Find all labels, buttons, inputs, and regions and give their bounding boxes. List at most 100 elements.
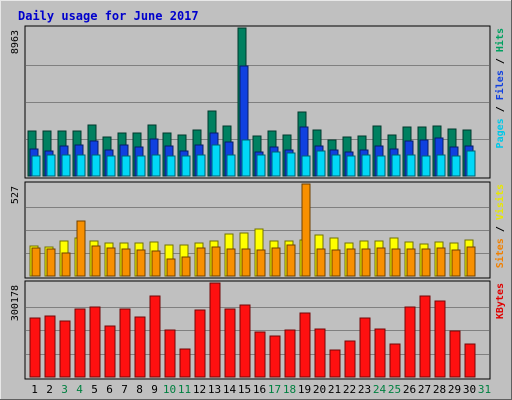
kbytes-bar-kbytes [149, 295, 161, 378]
x-tick-label: 24 [373, 383, 387, 396]
x-tick-label: 2 [46, 383, 53, 396]
hits-legend-item: Files [494, 70, 506, 100]
hits-max-label: 8963 [10, 30, 21, 54]
sites-bar-sites [181, 256, 191, 277]
sites-bar-sites [466, 246, 476, 277]
sites-bar-sites [256, 249, 266, 277]
sites-max-label: 527 [10, 186, 21, 204]
hits-bar-pages [436, 154, 446, 177]
sites-bar-sites [76, 220, 86, 277]
kbytes-bar-kbytes [359, 317, 371, 378]
sites-bar-sites [31, 247, 41, 277]
hits-legend: Pages / Files / Hits [494, 28, 506, 148]
sites-legend-item: Sites [494, 238, 506, 268]
hits-bar-pages [301, 155, 311, 177]
kbytes-bar-kbytes [344, 340, 356, 378]
x-tick-label: 31 [478, 383, 491, 396]
hits-bar-pages [376, 155, 386, 177]
x-tick-label: 3 [61, 383, 68, 396]
panel-sites: 527 Sites / Visits [10, 181, 506, 279]
x-tick-label: 26 [403, 383, 416, 396]
sites-bar-sites [376, 247, 386, 277]
x-tick-label: 22 [343, 383, 356, 396]
hits-bar-pages [316, 150, 326, 177]
sites-bar-sites [361, 248, 371, 277]
kbytes-bar-kbytes [299, 312, 311, 378]
kbytes-bar-kbytes [254, 331, 266, 378]
hits-legend-item: / [495, 52, 506, 70]
chart-title: Daily usage for June 2017 [18, 9, 199, 23]
hits-bar-pages [151, 154, 161, 177]
x-tick-label: 30 [463, 383, 476, 396]
hits-bar-pages [211, 144, 221, 177]
hits-bar-pages [346, 155, 356, 177]
kbytes-bar-kbytes [59, 320, 71, 378]
x-tick-label: 1 [31, 383, 38, 396]
hits-bar-pages [196, 154, 206, 177]
hits-bar-pages [106, 155, 116, 177]
x-tick-label: 19 [298, 383, 311, 396]
x-axis-labels: 1 2 3 4 5 6 7 8 9 10 11 12 13 14 15 16 17 18 19 20 21 22 23 24 2… [31, 383, 491, 396]
sites-legend-item: Visits [494, 184, 506, 220]
hits-bar-pages [286, 152, 296, 177]
x-tick-label: 13 [208, 383, 221, 396]
sites-bar-sites [121, 248, 131, 277]
sites-bar-sites [136, 249, 146, 277]
hits-bar-pages [331, 154, 341, 177]
sites-bar-sites [91, 245, 101, 277]
kbytes-bar-kbytes [29, 317, 41, 378]
kbytes-bar-kbytes [329, 349, 341, 378]
x-tick-label: 28 [433, 383, 446, 396]
x-tick-label: 7 [121, 383, 128, 396]
kbytes-legend: KBytes [495, 283, 506, 319]
hits-bar-pages [451, 155, 461, 177]
x-tick-label: 6 [106, 383, 113, 396]
hits-bar-pages [136, 155, 146, 177]
sites-bar-sites [46, 248, 56, 277]
kbytes-bar-kbytes [179, 348, 191, 378]
hits-legend-item: Pages [495, 118, 506, 148]
sites-bar-sites [436, 247, 446, 277]
hits-bar-pages [226, 154, 236, 177]
kbytes-bar-kbytes [404, 306, 416, 378]
kbytes-bar-kbytes [164, 329, 176, 378]
sites-bar-sites [61, 252, 71, 277]
sites-bar-sites [271, 247, 281, 277]
x-tick-label: 14 [223, 383, 237, 396]
kbytes-bar-kbytes [449, 330, 461, 378]
x-tick-label: 9 [151, 383, 158, 396]
x-tick-label: 21 [328, 383, 341, 396]
x-tick-label: 10 [163, 383, 176, 396]
hits-bar-pages [181, 155, 191, 177]
hits-bar-pages [91, 154, 101, 177]
hits-legend-item: Hits [494, 28, 506, 52]
sites-bar-sites [226, 248, 236, 277]
kbytes-bar-kbytes [374, 328, 386, 378]
hits-bar-pages [271, 151, 281, 177]
sites-bar-sites [331, 249, 341, 277]
sites-legend-item: / [495, 220, 506, 238]
hits-bar-pages [31, 155, 41, 177]
hits-bar-pages [421, 155, 431, 177]
sites-bar-sites [316, 248, 326, 277]
hits-bar-pages [166, 155, 176, 177]
sites-bar-sites [286, 244, 296, 277]
sites-bar-sites [211, 246, 221, 277]
kbytes-bar-kbytes [269, 335, 281, 378]
kbytes-bar-kbytes [419, 295, 431, 378]
sites-bar-sites [106, 247, 116, 277]
x-tick-label: 23 [358, 383, 371, 396]
kbytes-bar-kbytes [389, 343, 401, 378]
sites-bar-sites [406, 248, 416, 277]
x-tick-label: 12 [193, 383, 206, 396]
kbytes-bar-kbytes [434, 300, 446, 378]
kbytes-bar-kbytes [239, 304, 251, 378]
hits-bar-pages [406, 154, 416, 177]
sites-bar-sites [151, 250, 161, 277]
kbytes-bar-kbytes [74, 308, 86, 378]
x-tick-label: 16 [253, 383, 266, 396]
kbytes-bar-kbytes [44, 315, 56, 378]
x-tick-label: 4 [76, 383, 83, 396]
panel-hits: 8963 Pages / Files / Hits [10, 25, 506, 179]
